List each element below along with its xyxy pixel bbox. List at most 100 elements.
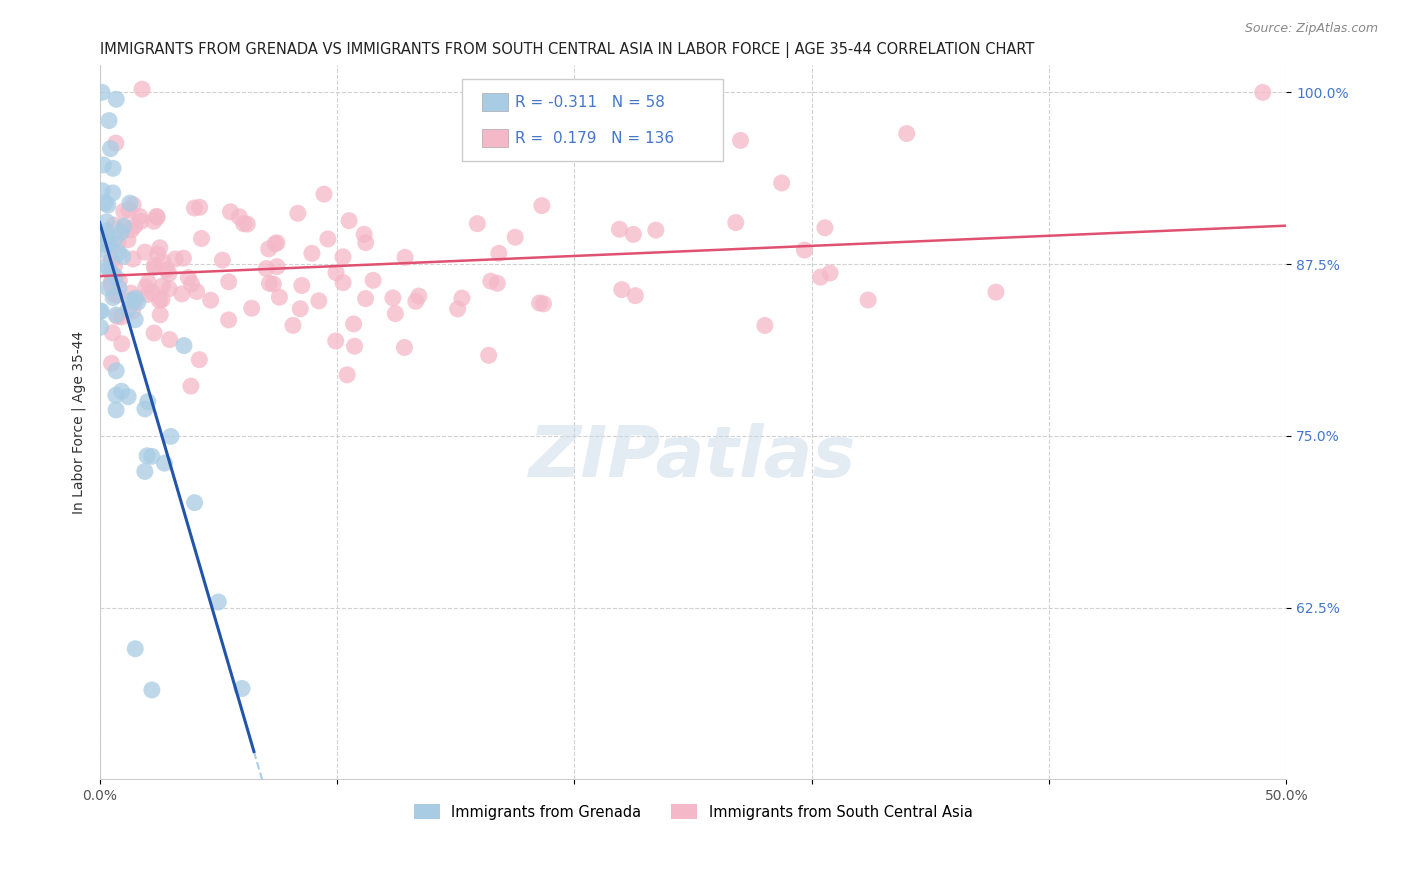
Point xyxy=(308,293,330,308)
Point xyxy=(105,288,128,302)
Point xyxy=(120,286,142,301)
Point xyxy=(156,262,179,277)
Point xyxy=(117,233,139,247)
Point xyxy=(111,249,134,263)
Point xyxy=(107,235,129,250)
Point xyxy=(228,210,250,224)
Point xyxy=(118,196,141,211)
Point xyxy=(177,270,200,285)
Point xyxy=(100,278,122,293)
Point xyxy=(108,281,131,295)
Point xyxy=(165,252,187,266)
Point xyxy=(105,92,128,106)
Point xyxy=(134,401,156,416)
Point xyxy=(90,304,112,318)
Point xyxy=(610,283,633,297)
Point xyxy=(89,227,111,242)
Point xyxy=(141,682,163,697)
Point xyxy=(530,198,553,212)
Point xyxy=(150,293,173,307)
Point xyxy=(533,297,555,311)
Point xyxy=(117,302,139,317)
Point xyxy=(107,245,129,260)
Point xyxy=(117,390,139,404)
Point xyxy=(97,281,120,295)
Point xyxy=(240,301,263,316)
Point xyxy=(219,204,242,219)
Point xyxy=(183,495,205,509)
Point xyxy=(96,228,118,243)
Point xyxy=(97,238,120,252)
Point xyxy=(143,258,166,272)
Point xyxy=(120,223,142,237)
Point xyxy=(354,235,377,250)
Point xyxy=(104,388,127,402)
Point xyxy=(343,317,366,331)
Point xyxy=(231,681,253,696)
Point xyxy=(101,326,124,340)
Point xyxy=(100,254,122,268)
Point xyxy=(136,449,159,463)
Point xyxy=(110,225,132,239)
Point xyxy=(157,267,180,281)
FancyBboxPatch shape xyxy=(461,79,723,161)
Point xyxy=(254,261,277,276)
Point xyxy=(97,235,120,250)
Point xyxy=(394,251,416,265)
Point xyxy=(896,127,918,141)
Point xyxy=(160,429,183,443)
Point xyxy=(793,243,815,257)
Point xyxy=(124,219,146,233)
Point xyxy=(301,246,323,260)
Point xyxy=(157,282,180,296)
Point xyxy=(136,394,159,409)
Point xyxy=(104,287,127,301)
Legend: Immigrants from Grenada, Immigrants from South Central Asia: Immigrants from Grenada, Immigrants from… xyxy=(408,798,979,826)
Point xyxy=(381,291,404,305)
Point xyxy=(312,187,335,202)
Point xyxy=(332,250,354,264)
Point xyxy=(134,465,156,479)
Point xyxy=(112,219,135,234)
Point xyxy=(111,336,134,351)
Point xyxy=(97,262,120,277)
Point xyxy=(446,301,468,316)
Point xyxy=(142,214,165,228)
Point xyxy=(129,214,152,228)
Point xyxy=(290,301,312,316)
Text: IMMIGRANTS FROM GRENADA VS IMMIGRANTS FROM SOUTH CENTRAL ASIA IN LABOR FORCE | A: IMMIGRANTS FROM GRENADA VS IMMIGRANTS FR… xyxy=(100,42,1033,58)
Point xyxy=(451,291,474,305)
Point xyxy=(173,338,195,352)
Point xyxy=(141,285,163,300)
Point xyxy=(180,277,202,291)
Point xyxy=(200,293,222,308)
Point xyxy=(148,293,170,308)
Point xyxy=(325,266,347,280)
Text: ZIPatlas: ZIPatlas xyxy=(530,424,856,492)
Point xyxy=(754,318,776,333)
Point xyxy=(94,195,117,210)
Point xyxy=(810,270,832,285)
Point xyxy=(291,278,314,293)
Point xyxy=(96,259,118,273)
Point xyxy=(172,251,194,265)
Point xyxy=(143,260,166,275)
Point xyxy=(150,279,173,293)
Point xyxy=(143,326,166,340)
Point xyxy=(984,285,1007,299)
Point xyxy=(91,86,114,100)
Point xyxy=(281,318,304,333)
Point xyxy=(180,379,202,393)
Point xyxy=(465,217,488,231)
Point xyxy=(287,206,309,220)
Point xyxy=(730,133,752,147)
Point xyxy=(354,292,377,306)
Point xyxy=(478,348,501,362)
Point xyxy=(110,384,132,399)
Point xyxy=(124,641,146,656)
Point xyxy=(124,294,146,309)
Point xyxy=(100,266,122,280)
Point xyxy=(103,259,125,273)
Point xyxy=(134,245,156,260)
Point xyxy=(183,201,205,215)
